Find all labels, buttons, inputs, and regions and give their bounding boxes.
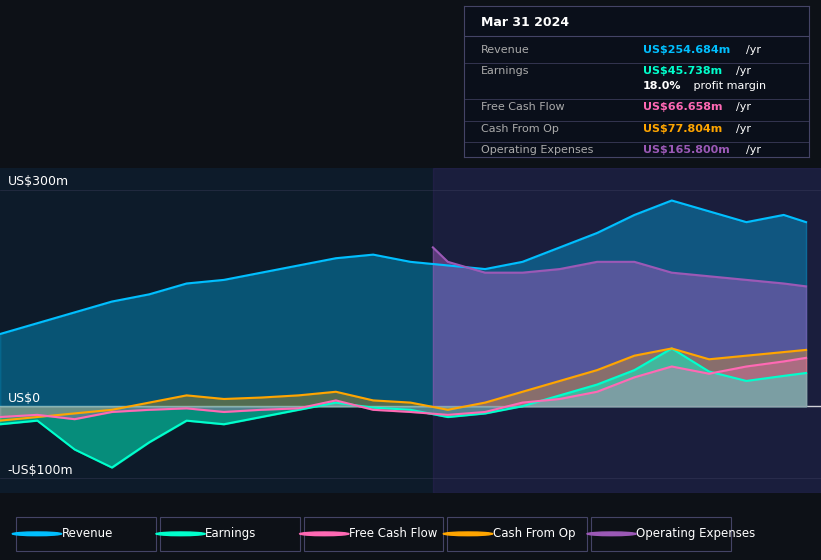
Text: US$0: US$0 bbox=[7, 392, 40, 405]
FancyBboxPatch shape bbox=[16, 517, 156, 551]
Text: Mar 31 2024: Mar 31 2024 bbox=[481, 16, 569, 29]
Text: US$66.658m: US$66.658m bbox=[643, 102, 722, 113]
Text: Free Cash Flow: Free Cash Flow bbox=[349, 528, 438, 540]
Text: Free Cash Flow: Free Cash Flow bbox=[481, 102, 565, 113]
FancyBboxPatch shape bbox=[160, 517, 300, 551]
Circle shape bbox=[587, 532, 636, 536]
Text: Earnings: Earnings bbox=[205, 528, 257, 540]
Text: US$45.738m: US$45.738m bbox=[643, 66, 722, 76]
Text: Earnings: Earnings bbox=[481, 66, 530, 76]
Text: -US$100m: -US$100m bbox=[7, 464, 73, 477]
Text: /yr: /yr bbox=[745, 45, 760, 55]
Text: US$254.684m: US$254.684m bbox=[643, 45, 731, 55]
Text: US$165.800m: US$165.800m bbox=[643, 144, 730, 155]
Text: US$77.804m: US$77.804m bbox=[643, 124, 722, 133]
FancyBboxPatch shape bbox=[591, 517, 731, 551]
FancyBboxPatch shape bbox=[304, 517, 443, 551]
Text: 18.0%: 18.0% bbox=[643, 81, 681, 91]
Text: /yr: /yr bbox=[736, 124, 751, 133]
Text: Cash From Op: Cash From Op bbox=[493, 528, 575, 540]
Circle shape bbox=[443, 532, 493, 536]
Text: US$300m: US$300m bbox=[7, 175, 69, 188]
Circle shape bbox=[156, 532, 205, 536]
Bar bbox=[433, 168, 821, 493]
Text: /yr: /yr bbox=[736, 66, 751, 76]
Circle shape bbox=[300, 532, 349, 536]
Text: /yr: /yr bbox=[745, 144, 760, 155]
Circle shape bbox=[12, 532, 62, 536]
Text: Cash From Op: Cash From Op bbox=[481, 124, 559, 133]
Text: Revenue: Revenue bbox=[62, 528, 113, 540]
Text: Operating Expenses: Operating Expenses bbox=[481, 144, 594, 155]
FancyBboxPatch shape bbox=[447, 517, 587, 551]
Text: Revenue: Revenue bbox=[481, 45, 530, 55]
Text: /yr: /yr bbox=[736, 102, 751, 113]
Text: profit margin: profit margin bbox=[690, 81, 766, 91]
Text: Operating Expenses: Operating Expenses bbox=[636, 528, 755, 540]
